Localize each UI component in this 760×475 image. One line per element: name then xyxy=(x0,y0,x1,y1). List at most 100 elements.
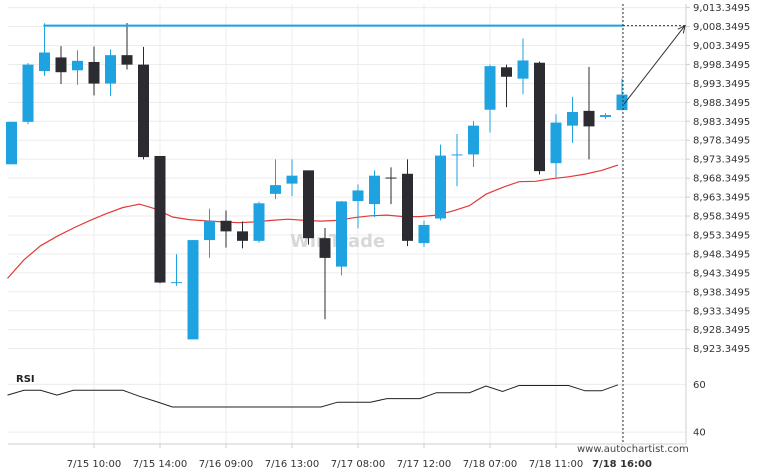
candle-body xyxy=(286,175,298,184)
candle-body xyxy=(336,201,347,267)
candle-bullish xyxy=(105,49,116,97)
candle-body xyxy=(171,282,182,284)
candle-body xyxy=(270,185,281,194)
candle-bullish xyxy=(550,114,562,178)
candle-body xyxy=(567,112,578,126)
x-tick-label: 7/18 11:00 xyxy=(529,459,583,470)
candle-body xyxy=(517,60,529,79)
candle-body xyxy=(22,64,34,122)
candle-body xyxy=(253,203,265,241)
y-tick-label: 8,923.3495 xyxy=(693,344,750,355)
candle-body xyxy=(484,66,496,110)
candle-bearish xyxy=(303,170,314,245)
y-tick-label: 9,013.3495 xyxy=(693,3,750,14)
candle-bullish xyxy=(22,63,34,125)
y-tick-label: 9,008.3495 xyxy=(693,22,750,33)
y-tick-label: 8,928.3495 xyxy=(693,325,750,336)
candle-body xyxy=(138,64,149,158)
x-tick-label: 7/16 13:00 xyxy=(265,459,319,470)
candle-bearish xyxy=(237,221,248,249)
candle-bearish xyxy=(501,64,512,108)
candle-body xyxy=(105,55,116,84)
candle-bearish xyxy=(55,46,67,84)
candle-body xyxy=(600,115,611,117)
y-tick-label: 8,968.3495 xyxy=(693,174,750,185)
candle-body xyxy=(55,57,67,73)
rsi-label: RSI xyxy=(16,374,35,385)
candle-body xyxy=(237,231,248,241)
candle-body xyxy=(39,52,50,72)
candle-body xyxy=(303,170,314,239)
candle-body xyxy=(402,173,413,241)
candle-body xyxy=(204,220,215,241)
candle-bearish xyxy=(88,46,100,96)
candle-bullish xyxy=(369,170,380,217)
candle-bearish xyxy=(583,66,595,160)
x-axis: 7/15 10:00 7/15 14:00 7/16 09:00 7/16 13:00… xyxy=(67,444,652,470)
candle-body xyxy=(88,61,100,84)
candle-bullish xyxy=(484,64,496,133)
candle-bullish xyxy=(270,159,281,200)
candle-body xyxy=(352,190,364,202)
y-tick-label: 8,948.3495 xyxy=(693,249,750,260)
candles-layer xyxy=(6,22,628,340)
candle-bullish xyxy=(451,133,463,187)
y-tick-label: 9,003.3495 xyxy=(693,41,750,52)
y-axis: 9,013.3495 9,008.3495 9,003.3495 8,998.3495… xyxy=(686,3,750,355)
candle-bullish xyxy=(600,113,611,119)
candle-bearish xyxy=(534,61,545,175)
y-tick-label: 8,963.3495 xyxy=(693,193,750,204)
candle-bearish xyxy=(220,210,232,248)
rsi-tick-label: 40 xyxy=(693,428,706,439)
candle-body xyxy=(385,177,397,179)
candle-bearish xyxy=(402,159,413,247)
candle-body xyxy=(468,125,479,155)
candle-body xyxy=(435,155,446,219)
projection-arrow-head xyxy=(677,24,686,34)
candle-bullish xyxy=(418,220,430,247)
candle-bullish xyxy=(468,121,479,167)
candle-bullish xyxy=(204,208,215,258)
candle-body xyxy=(534,62,545,172)
x-tick-label: 7/15 14:00 xyxy=(133,459,187,470)
candle-body xyxy=(369,175,380,205)
y-tick-label: 8,938.3495 xyxy=(693,287,750,298)
candle-body xyxy=(583,110,595,127)
candle-body xyxy=(6,121,17,165)
candle-body xyxy=(418,224,430,244)
y-tick-label: 8,993.3495 xyxy=(693,79,750,90)
candle-bullish xyxy=(286,159,298,197)
candle-bullish xyxy=(567,96,578,143)
rsi-panel: RSI 60 40 xyxy=(7,374,706,439)
candle-bullish xyxy=(616,78,628,111)
overlay-layer xyxy=(43,4,686,444)
candle-bearish xyxy=(121,22,133,70)
candle-body xyxy=(187,240,199,340)
candle-bullish xyxy=(352,184,364,229)
candle-body xyxy=(220,220,232,232)
y-tick-label: 8,953.3495 xyxy=(693,230,750,241)
candle-bullish xyxy=(171,254,182,286)
y-tick-label: 8,943.3495 xyxy=(693,268,750,279)
x-tick-label: 7/16 09:00 xyxy=(199,459,253,470)
x-tick-label: 7/15 10:00 xyxy=(67,459,121,470)
candle-body xyxy=(154,155,166,283)
x-tick-label: 7/17 12:00 xyxy=(397,459,451,470)
candle-bullish xyxy=(187,240,199,340)
y-tick-label: 8,998.3495 xyxy=(693,60,750,71)
candle-bullish xyxy=(6,121,17,165)
y-tick-label: 8,973.3495 xyxy=(693,155,750,166)
y-tick-label: 8,978.3495 xyxy=(693,136,750,147)
candle-bullish xyxy=(336,201,347,276)
projection-arrow-shaft xyxy=(623,25,686,105)
candle-bullish xyxy=(72,50,83,85)
candle-bearish xyxy=(385,167,397,205)
candle-bearish xyxy=(154,155,166,284)
candle-bullish xyxy=(39,23,50,76)
y-tick-label: 8,933.3495 xyxy=(693,306,750,317)
y-tick-label: 8,988.3495 xyxy=(693,98,750,109)
x-tick-label: 7/18 16:00 xyxy=(592,459,652,470)
candle-bullish xyxy=(517,38,529,95)
candle-bullish xyxy=(253,201,265,243)
candle-body xyxy=(616,94,628,111)
